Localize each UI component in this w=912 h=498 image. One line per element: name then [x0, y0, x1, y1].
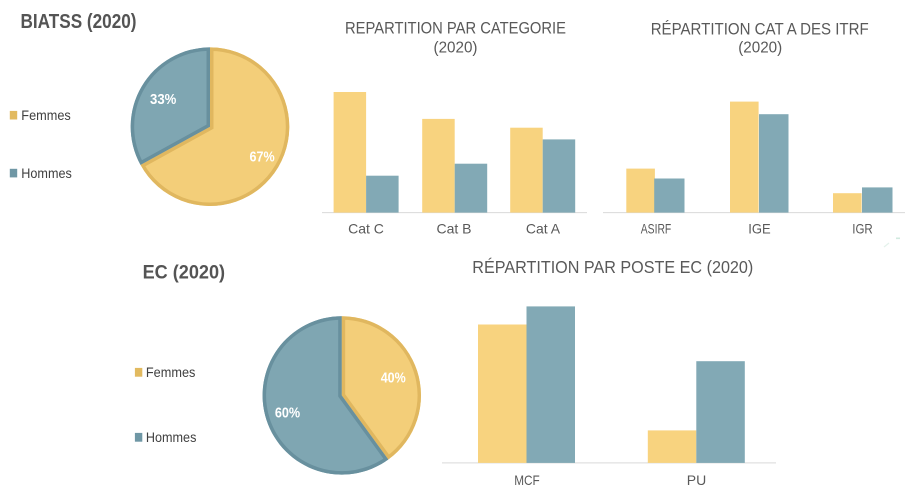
- svg-text:33%: 33%: [150, 92, 176, 108]
- svg-text:Femmes: Femmes: [146, 365, 196, 380]
- svg-text:Cat A: Cat A: [526, 220, 561, 236]
- svg-text:Femmes: Femmes: [21, 108, 71, 123]
- svg-text:EC (2020): EC (2020): [143, 262, 226, 283]
- svg-text:60%: 60%: [275, 405, 300, 421]
- svg-text:(2020): (2020): [738, 39, 782, 56]
- svg-text:IGR: IGR: [852, 220, 873, 236]
- svg-text:(2020): (2020): [434, 39, 478, 56]
- svg-text:RÉPARTITION CAT A DES ITRF: RÉPARTITION CAT A DES ITRF: [651, 20, 869, 39]
- svg-text:RÉPARTITION PAR POSTE EC (2020: RÉPARTITION PAR POSTE EC (2020): [472, 257, 753, 277]
- svg-text:Hommes: Hommes: [146, 430, 197, 445]
- svg-text:PU: PU: [687, 472, 706, 488]
- svg-text:40%: 40%: [381, 369, 406, 386]
- svg-text:BIATSS (2020): BIATSS (2020): [21, 11, 137, 33]
- svg-text:REPARTITION PAR CATEGORIE: REPARTITION PAR CATEGORIE: [345, 20, 566, 38]
- svg-text:67%: 67%: [250, 149, 275, 166]
- svg-text:Cat B: Cat B: [436, 220, 471, 236]
- svg-text:IGE: IGE: [748, 220, 770, 236]
- svg-text:ASIRF: ASIRF: [641, 220, 672, 236]
- svg-text:MCF: MCF: [514, 472, 540, 488]
- svg-text:Hommes: Hommes: [21, 166, 72, 181]
- svg-text:Cat C: Cat C: [348, 220, 384, 236]
